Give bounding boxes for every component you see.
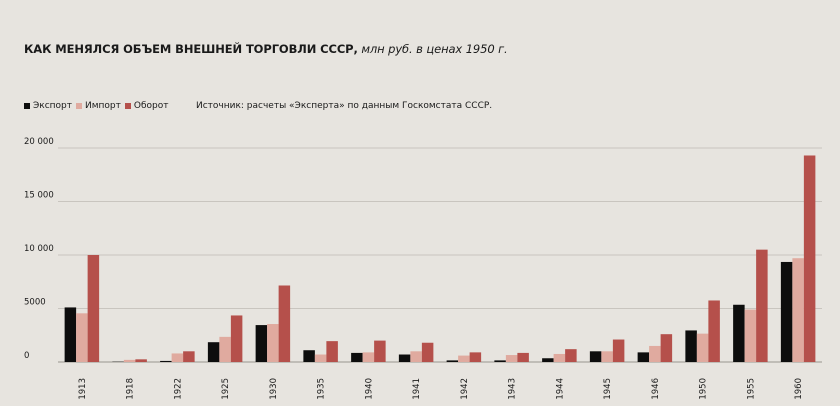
y-tick-label-3: 15 000 [24,191,54,201]
bar-import-1944 [553,353,566,362]
chart-title: КАК МЕНЯЛСЯ ОБЪЕМ ВНЕШНЕЙ ТОРГОВЛИ СССР,… [24,42,508,56]
bar-export-1925 [207,342,220,362]
bar-export-1955 [733,304,745,362]
x-tick-label-1960: 1960 [794,378,804,400]
chart-title-main: КАК МЕНЯЛСЯ ОБЪЕМ ВНЕШНЕЙ ТОРГОВЛИ СССР, [24,42,358,56]
bar-import-1945 [601,351,613,362]
bar-turnover-1935 [326,341,338,362]
legend-swatch-export [24,103,30,109]
x-tick-label-1942: 1942 [460,378,470,400]
y-tick-label-1: 5000 [24,298,46,308]
bar-import-1925 [219,336,231,362]
bar-export-1935 [303,350,315,362]
bar-import-1942 [458,355,470,362]
bar-turnover-1960 [803,155,816,362]
x-tick-label-1918: 1918 [126,378,136,400]
bar-export-1944 [542,358,554,362]
legend-item-turnover: Оборот [124,101,169,111]
bar-turnover-1930 [278,285,291,362]
bar-turnover-1940 [374,340,386,362]
bar-export-1960 [780,261,793,362]
bar-import-1941 [410,351,422,362]
bar-export-1946 [637,352,650,362]
legend-item-export: Экспорт [24,101,72,111]
x-tick-label-1950: 1950 [699,378,709,400]
bar-turnover-1946 [660,334,673,362]
bar-turnover-1941 [421,342,434,362]
source-note: Источник: расчеты «Эксперта» по данным Г… [196,101,493,111]
bar-import-1918 [123,359,136,362]
legend-label-turnover: Оборот [133,101,169,111]
y-tick-label-4: 20 000 [24,137,54,147]
bar-export-1942 [446,360,459,362]
x-tick-label-1940: 1940 [364,378,374,400]
y-tick-label-0: 0 [24,351,29,361]
bar-turnover-1945 [612,339,625,362]
bar-turnover-1943 [517,352,529,362]
bar-turnover-1955 [756,249,768,362]
bar-import-1935 [314,354,327,362]
x-tick-label-1941: 1941 [412,378,422,400]
bar-turnover-1942 [469,352,482,362]
bar-import-1913 [76,313,88,362]
bar-export-1913 [64,307,77,362]
bar-export-1940 [351,352,363,362]
bar-import-1950 [696,333,709,362]
bar-import-1922 [171,353,184,362]
legend-label-import: Импорт [85,101,121,111]
x-tick-label-1935: 1935 [317,378,327,400]
legend: Экспорт Импорт Оборот [24,101,173,111]
x-tick-label-1925: 1925 [221,378,231,400]
bar-import-1940 [362,352,375,362]
bar-turnover-1913 [87,255,100,362]
legend-label-export: Экспорт [33,101,73,111]
bar-turnover-1922 [183,351,195,362]
x-tick-label-1930: 1930 [269,378,279,400]
x-tick-label-1946: 1946 [651,378,661,400]
bar-import-1943 [505,355,518,362]
bar-import-1946 [649,345,661,362]
bar-export-1922 [160,360,172,362]
bar-import-1960 [792,258,804,362]
x-tick-label-1913: 1913 [78,378,88,400]
bar-export-1950 [685,330,697,362]
legend-swatch-turnover [124,103,131,109]
x-tick-label-1944: 1944 [555,378,565,400]
bar-import-1930 [267,324,279,362]
y-tick-label-2: 10 000 [24,244,54,254]
x-tick-label-1943: 1943 [508,378,518,400]
bar-export-1930 [255,325,268,362]
chart-title-units: млн руб. в ценах 1950 г. [357,42,508,56]
bar-turnover-1918 [135,359,147,362]
bar-turnover-1944 [565,349,577,362]
x-tick-label-1922: 1922 [173,378,183,400]
x-tick-label-1945: 1945 [603,378,613,400]
bar-export-1941 [398,354,411,362]
x-tick-label-1955: 1955 [746,378,756,400]
bar-export-1943 [494,360,506,362]
bar-turnover-1925 [230,315,243,362]
legend-swatch-import [76,103,83,109]
bar-turnover-1950 [708,300,720,362]
bar-export-1945 [589,351,602,362]
bar-import-1955 [744,309,757,362]
legend-item-import: Импорт [76,101,121,111]
